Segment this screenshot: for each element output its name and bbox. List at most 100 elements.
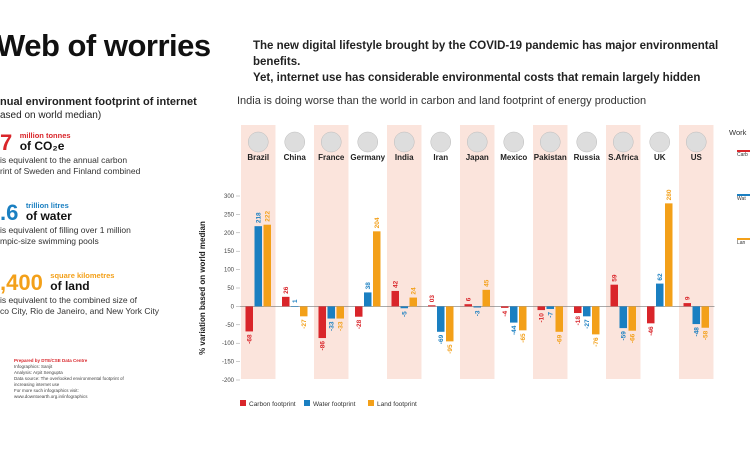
data-label: 26 (283, 286, 290, 294)
bar (437, 306, 445, 332)
y-tick-label: 300 (224, 194, 235, 200)
data-label: -33 (328, 321, 335, 331)
data-label: 6 (465, 297, 472, 301)
data-label: -58 (702, 330, 709, 340)
data-label: -76 (593, 337, 600, 347)
y-tick-label: -50 (225, 323, 234, 329)
credits-prepared: Prepared by DTE/CSE Data Centre (14, 358, 88, 363)
data-label: 03 (429, 295, 436, 303)
world-median-heading: Work (729, 128, 747, 137)
credits-source-2: increasing internet use (14, 382, 60, 387)
data-label: -66 (629, 333, 636, 343)
bar (336, 306, 344, 319)
category-label: US (691, 153, 703, 162)
flag-icon (394, 131, 415, 153)
category-label: China (284, 153, 307, 162)
flag-icon (576, 131, 597, 153)
bar (683, 303, 691, 307)
stat-land-unit: of land (50, 279, 90, 293)
data-label: 218 (255, 212, 262, 223)
bar (592, 306, 600, 335)
y-axis-label: % variation based on world median (198, 221, 207, 355)
category-label: Iran (433, 153, 448, 162)
stat-carbon-unit-small: million tonnes (19, 131, 71, 140)
category-label: France (318, 153, 345, 162)
legend-label: Land footprint (377, 401, 417, 408)
data-label: -44 (511, 325, 518, 335)
stat-carbon-value: 7 (0, 130, 13, 155)
data-label: -27 (301, 319, 308, 329)
bar (619, 306, 627, 329)
legend-swatch (368, 400, 374, 406)
highlight-column (679, 125, 714, 379)
data-label: -46 (648, 326, 655, 336)
world-carbon-box: Carb (737, 150, 750, 158)
bar (400, 306, 408, 309)
data-label: -3 (474, 310, 481, 316)
stat-land: ,400 square kilometres of land is equiva… (0, 272, 159, 317)
data-label: 45 (483, 279, 490, 287)
data-label: 62 (657, 273, 664, 281)
bar (409, 297, 417, 307)
data-label: 9 (684, 296, 691, 300)
stat-land-unit-small: square kilometres (50, 271, 115, 280)
category-label: S.Africa (608, 153, 639, 162)
bar (583, 306, 591, 317)
bar (282, 296, 290, 307)
credits-source-1: Data source: The overlooked environmenta… (14, 376, 124, 381)
page-subtitle: The new digital lifestyle brought by the… (253, 38, 750, 86)
bar (245, 306, 253, 332)
category-label: Russia (574, 153, 601, 162)
data-label: -69 (438, 334, 445, 344)
flag-icon (467, 131, 488, 153)
data-label: -5 (401, 311, 408, 317)
data-label: 280 (666, 189, 673, 200)
stat-carbon-unit: of CO₂e (19, 139, 65, 153)
bar (665, 203, 673, 307)
y-tick-label: 50 (227, 286, 234, 292)
data-label: -65 (520, 333, 527, 343)
bar (291, 306, 299, 307)
bar (373, 231, 381, 307)
highlight-column (314, 125, 349, 379)
bar (355, 306, 363, 317)
y-tick-label: 0 (231, 304, 235, 310)
bar (537, 306, 545, 311)
flag-icon (613, 131, 634, 153)
world-land-box: Lan (737, 238, 750, 246)
data-label: -86 (319, 341, 326, 351)
chart-title: India is doing worse than the world in c… (237, 95, 647, 107)
flag-icon (503, 131, 524, 153)
y-tick-label: -200 (222, 378, 235, 384)
bar (464, 304, 472, 307)
stat-land-desc-2: co City, Rio de Janeiro, and New York Ci… (0, 306, 160, 316)
legend-label: Carbon footprint (249, 401, 296, 408)
legend-swatch (304, 400, 310, 406)
bar (656, 283, 664, 307)
data-label: -28 (356, 319, 363, 329)
flag-icon (430, 131, 451, 153)
world-water-label: Wat (737, 196, 746, 202)
stat-carbon: 7 million tonnes of CO₂e is equivalent t… (0, 132, 140, 177)
bar (574, 306, 582, 314)
stat-water-desc-1: is equivalent of filling over 1 million (0, 225, 131, 235)
credits-analysis: Analysis: Arpit Sengupta (14, 370, 63, 375)
category-label: India (395, 153, 414, 162)
footprint-heading: nual environment footprint of internet a… (0, 96, 197, 122)
world-land-label: Lan (737, 240, 746, 246)
bar (473, 306, 481, 308)
data-label: -7 (547, 312, 554, 318)
bar (482, 289, 490, 307)
credits-infographics: Infographics: Sanjit (14, 364, 53, 369)
y-tick-label: 150 (224, 249, 235, 255)
stat-land-desc-1: is equivalent to the combined size of (0, 295, 138, 305)
stat-carbon-desc-2: rint of Sweden and Finland combined (0, 166, 141, 176)
data-label: 38 (365, 282, 372, 290)
bar (254, 226, 262, 307)
subtitle-line-1: The new digital lifestyle brought by the… (253, 40, 719, 68)
flag-icon (284, 131, 305, 153)
data-label: -68 (246, 334, 253, 344)
credits-more-1: For more such infographics visit: (14, 388, 79, 393)
legend-swatch (240, 400, 246, 406)
footprint-bar-chart: 300 250 200 150 100 50 0 -50 -100 -150 -200 % varia… (198, 125, 715, 408)
